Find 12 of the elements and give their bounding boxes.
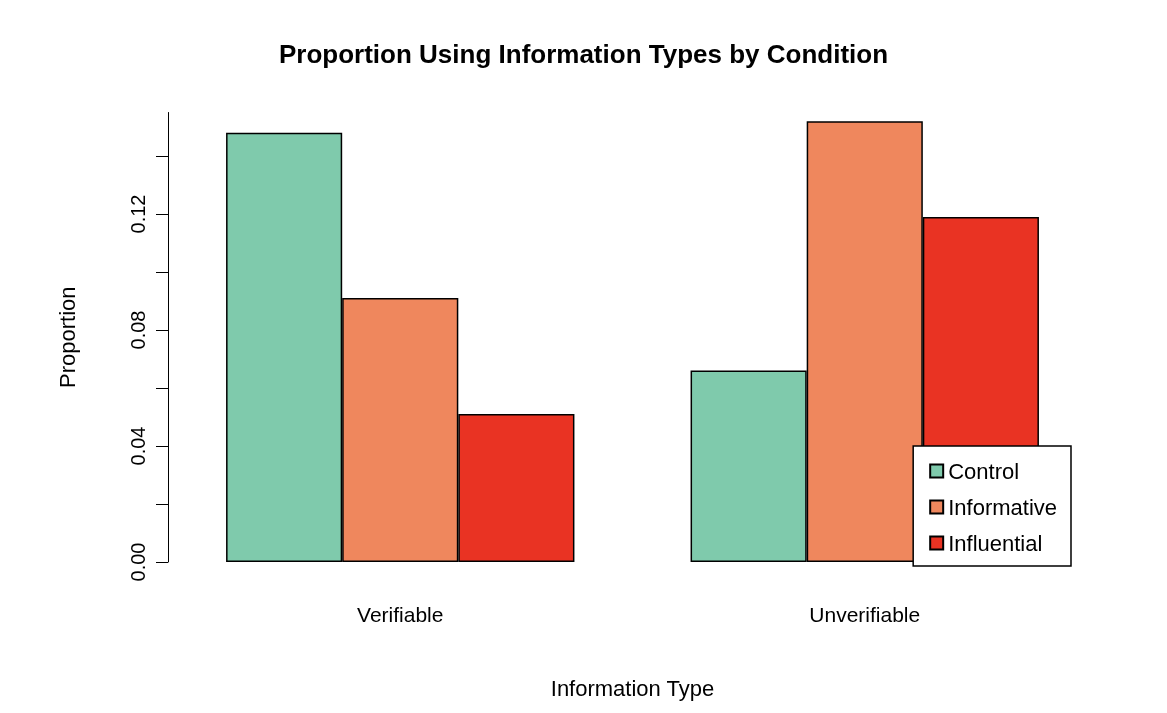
x-tick-label: Unverifiable xyxy=(809,603,921,626)
x-tick-label: Verifiable xyxy=(357,603,444,626)
legend-label: Informative xyxy=(948,494,1058,520)
y-tick-label: 0.12 xyxy=(127,194,149,234)
legend-label: Control xyxy=(948,458,1020,484)
x-axis-title: Information Type xyxy=(550,675,715,701)
legend-label: Influential xyxy=(948,530,1043,556)
y-tick-label: 0.00 xyxy=(127,542,149,582)
y-axis-title: Proportion xyxy=(54,286,80,389)
y-tick-label: 0.08 xyxy=(127,310,149,350)
chart-title: Proportion Using Information Types by Condition xyxy=(278,39,889,69)
y-tick-label: 0.04 xyxy=(127,426,149,466)
